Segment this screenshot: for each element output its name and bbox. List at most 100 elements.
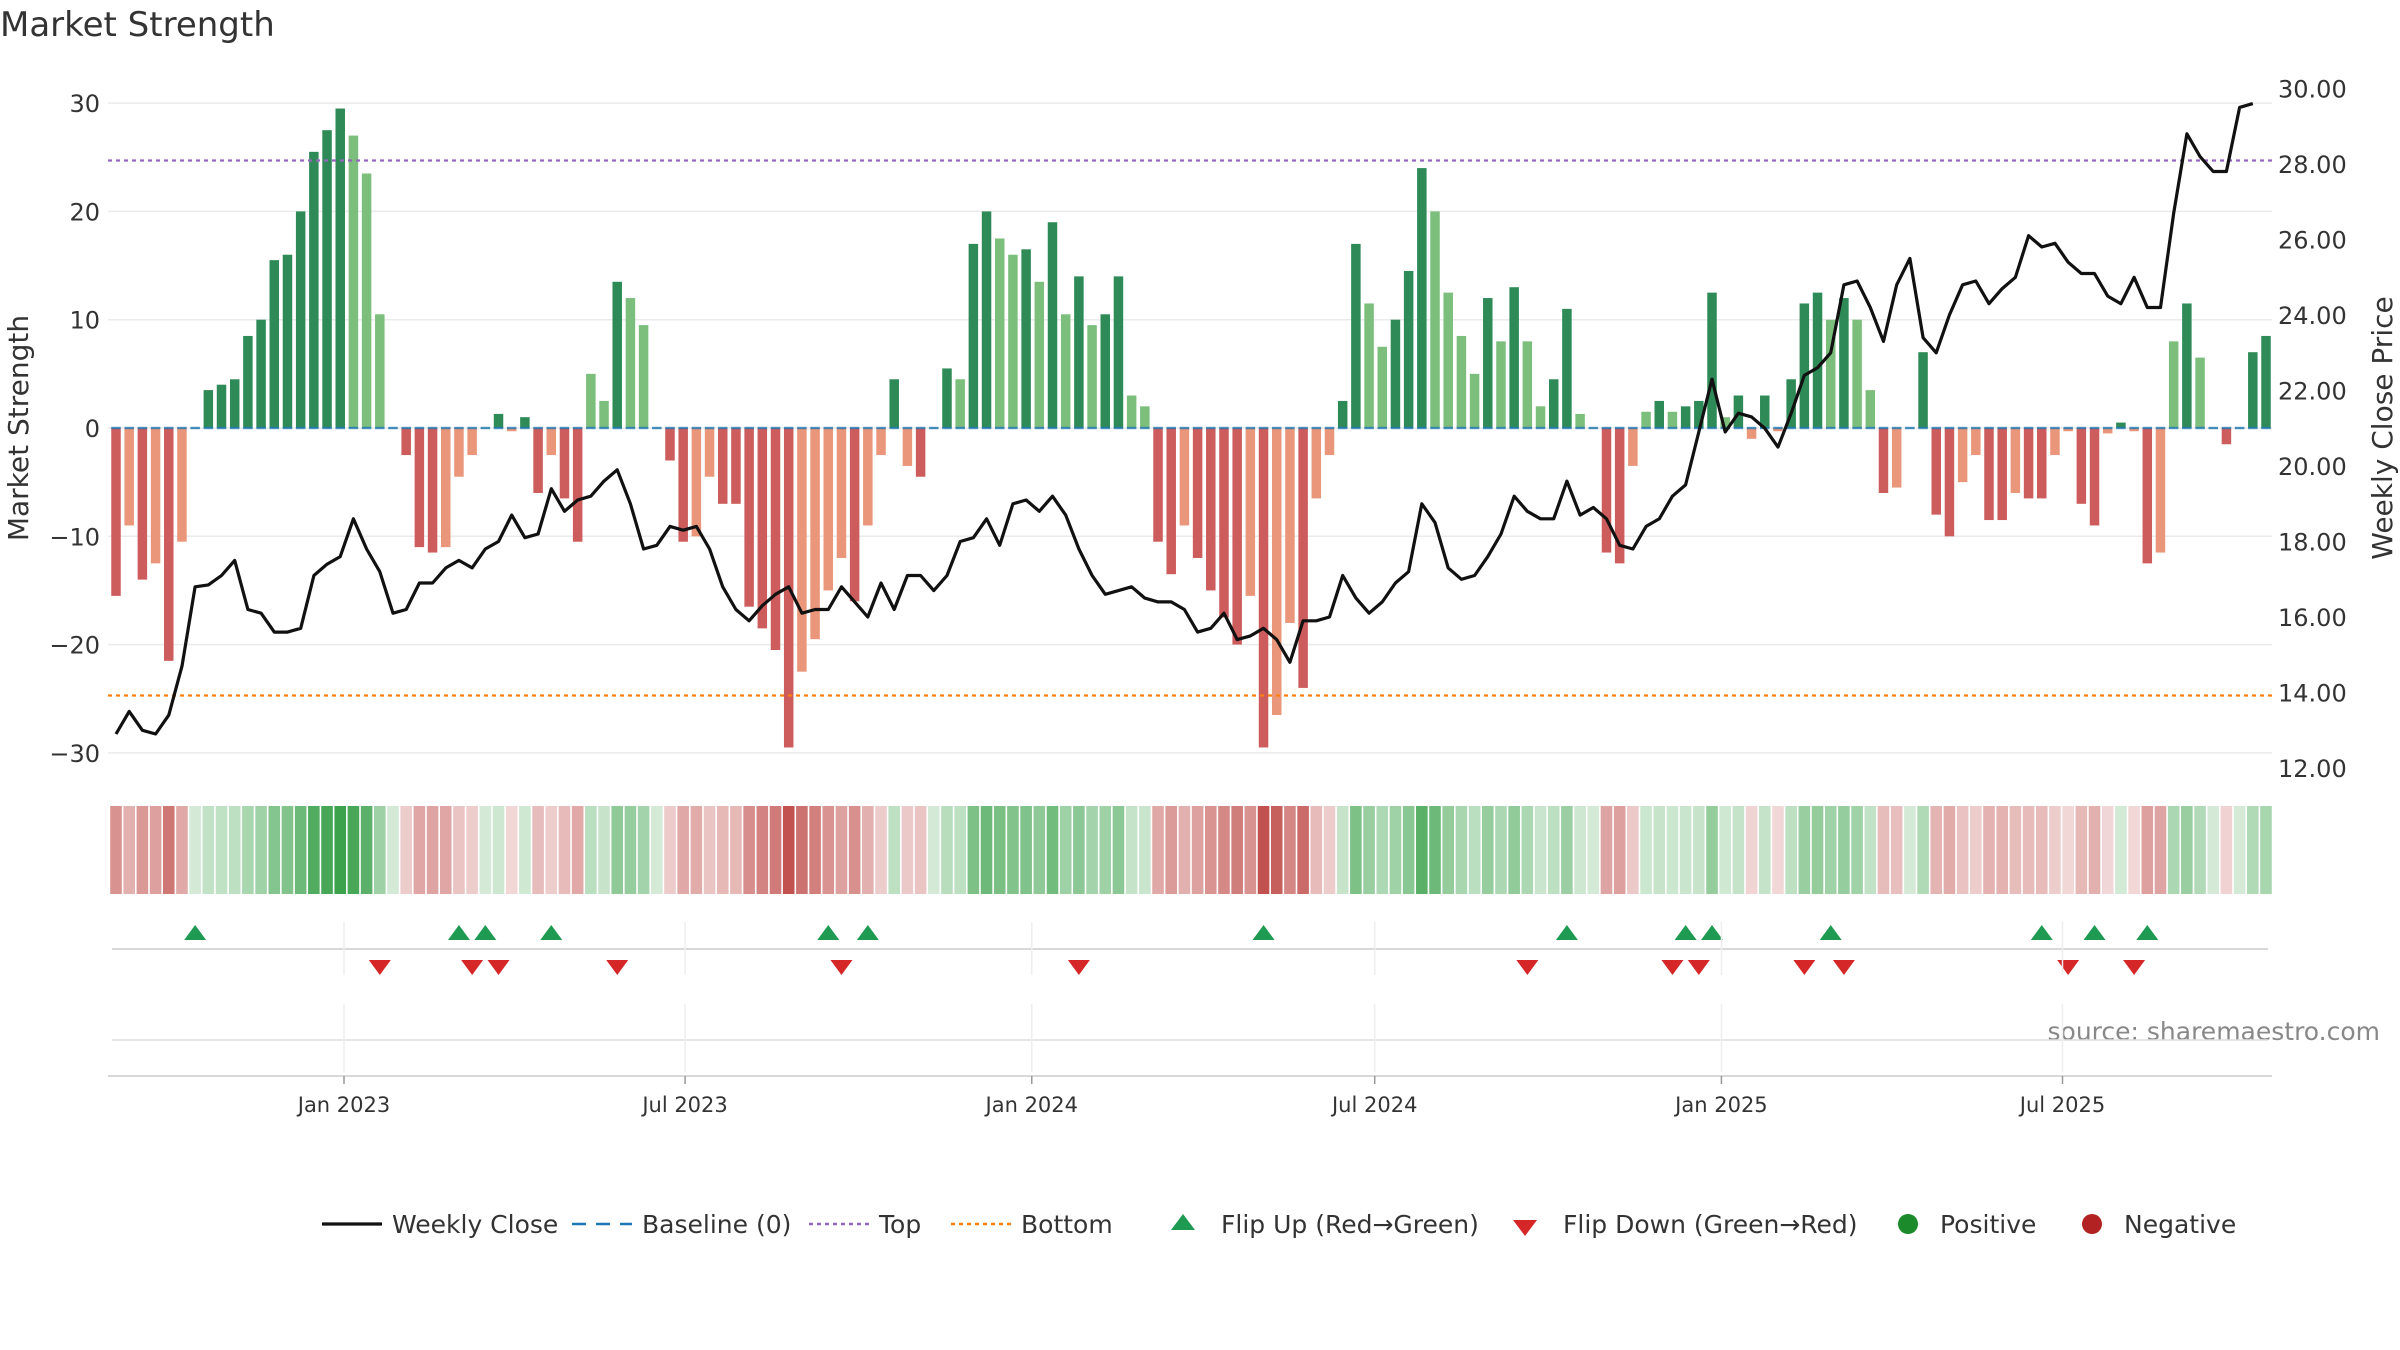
x-tick-label: Jul 2024	[1330, 1093, 1417, 1117]
baseline-dash	[1971, 426, 1981, 430]
baseline-dash	[1100, 426, 1111, 430]
baseline-dash	[2050, 426, 2060, 430]
baseline-dash	[1918, 426, 1928, 430]
baseline-dash	[994, 426, 1005, 430]
strength-bar	[150, 428, 161, 564]
baseline-dash	[586, 426, 596, 430]
flip-up-marker	[856, 925, 879, 940]
strip-cell	[927, 806, 940, 894]
baseline-dash	[572, 426, 583, 430]
strip-cell	[1600, 806, 1613, 894]
legend-label: Positive	[1940, 1210, 2036, 1239]
strength-bar	[1496, 341, 1506, 428]
strip-cell	[466, 806, 478, 894]
strength-bar	[506, 428, 517, 432]
reference-lines	[108, 159, 2272, 697]
legend-item: Bottom	[951, 1210, 1113, 1239]
strip-cell	[2115, 806, 2127, 894]
baseline-dash	[770, 426, 781, 430]
baseline-dash	[1852, 426, 1862, 430]
strip-cell	[1798, 806, 1811, 894]
flip-up-marker	[540, 925, 563, 940]
baseline-dash	[955, 426, 965, 430]
strip-cell	[967, 806, 980, 894]
strength-bar	[203, 390, 214, 428]
strip-cell	[637, 806, 650, 894]
strength-bar	[1271, 428, 1282, 715]
strip-cell	[598, 806, 610, 894]
strength-bar	[586, 373, 596, 428]
strip-cell	[756, 806, 769, 894]
strength-bar	[1878, 428, 1889, 493]
x-tick-label: Jul 2023	[640, 1093, 727, 1117]
strength-bar	[1364, 303, 1374, 428]
strip-cell	[176, 806, 188, 894]
strip-cell	[1007, 806, 1019, 894]
baseline-dash	[902, 426, 913, 430]
baseline-dash	[269, 426, 280, 430]
flip-up-marker	[1674, 925, 1697, 940]
strip-cell	[1508, 806, 1520, 894]
strength-bar	[797, 428, 807, 672]
strength-bar	[269, 260, 280, 428]
strength-bar	[1126, 395, 1137, 428]
baseline-dash	[2155, 426, 2166, 430]
baseline-dash	[137, 426, 148, 430]
strip-cell	[1218, 806, 1230, 894]
baseline-dash	[177, 426, 187, 430]
strip-cell	[796, 806, 808, 894]
y2-tick-label: 18.00	[2278, 529, 2347, 557]
baseline-dash	[757, 426, 768, 430]
x-tick-label: Jan 2024	[984, 1093, 1079, 1117]
strip-cell	[1877, 806, 1890, 894]
strength-bar	[1008, 254, 1018, 428]
strength-bar	[1720, 417, 1730, 428]
strip-cell	[1336, 806, 1349, 894]
baseline-dash	[1232, 426, 1242, 430]
baseline-dash	[1641, 426, 1651, 430]
strip-cell	[2049, 806, 2061, 894]
strip-cell	[1627, 806, 1639, 894]
strength-bar	[1839, 298, 1849, 428]
baseline-dash	[849, 426, 860, 430]
strip-cell	[215, 806, 228, 894]
baseline-dash	[309, 426, 319, 430]
strength-bar	[559, 428, 570, 499]
baseline-dash	[2182, 426, 2192, 430]
strip-cell	[2260, 806, 2272, 894]
y2-tick-label: 12.00	[2278, 755, 2347, 783]
strip-cell	[716, 806, 729, 894]
flip-down-marker	[487, 960, 510, 975]
strength-bar	[361, 173, 372, 428]
legend-swatch	[1898, 1214, 1918, 1234]
strength-bar	[1285, 428, 1295, 623]
strip-cell	[1389, 806, 1402, 894]
strip-cell	[255, 806, 267, 894]
strip-cell	[1020, 806, 1032, 894]
y-axis-label: Market Strength	[2, 315, 35, 541]
strip-cell	[2035, 806, 2048, 894]
strip-cell	[1890, 806, 1903, 894]
strip-cell	[1851, 806, 1863, 894]
baseline-dash	[704, 426, 715, 430]
baseline-dash	[1351, 426, 1361, 430]
baseline-dash	[599, 426, 609, 430]
strength-bar	[1773, 428, 1783, 432]
baseline-dash	[1403, 426, 1414, 430]
strength-bar	[137, 428, 148, 580]
baseline-dash	[942, 426, 952, 430]
legend-label: Bottom	[1021, 1210, 1113, 1239]
strength-bar	[665, 428, 675, 461]
strip-cell	[162, 806, 175, 894]
baseline-dash	[111, 426, 121, 430]
strength-bar	[2023, 428, 2034, 499]
strength-bar	[981, 211, 992, 428]
strength-bar	[1812, 292, 1823, 428]
strength-bar	[1166, 428, 1176, 575]
baseline-dash	[1614, 426, 1625, 430]
strip-cell	[505, 806, 518, 894]
bottom-panel: Jan 2023 Jul 2023 Jan 2024 Jul 2024 Jan 2025…	[108, 922, 2272, 1117]
strip-cell	[993, 806, 1006, 894]
strength-bar	[572, 428, 583, 542]
strength-bar	[2221, 428, 2232, 445]
